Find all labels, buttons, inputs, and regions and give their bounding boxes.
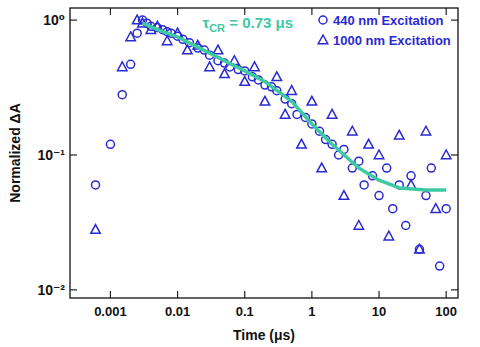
- y-tick-label: 10⁰: [43, 12, 65, 28]
- point: [421, 126, 431, 135]
- x-tick-top: [177, 8, 178, 15]
- x-tick-label: 1: [308, 304, 315, 319]
- point: [383, 164, 391, 172]
- x-tick-label: 100: [435, 304, 457, 319]
- x-tick-label: 10: [372, 304, 386, 319]
- point: [287, 86, 297, 95]
- y-tick-label: 10⁻¹: [37, 147, 65, 163]
- point: [375, 192, 383, 200]
- y-tick-right: [451, 154, 458, 155]
- point: [441, 150, 451, 159]
- point: [106, 140, 114, 148]
- point: [360, 181, 368, 189]
- point: [431, 204, 441, 213]
- y-tick: [70, 154, 77, 155]
- x-tick: [378, 291, 379, 298]
- annotation-subscript: CR: [209, 22, 225, 34]
- point: [374, 150, 384, 159]
- y-tick-right: [451, 289, 458, 290]
- point: [422, 192, 430, 200]
- point: [442, 205, 450, 213]
- point: [92, 181, 100, 189]
- point: [427, 164, 435, 172]
- point: [415, 244, 425, 253]
- point: [220, 69, 230, 78]
- point: [339, 191, 349, 200]
- point: [118, 91, 126, 99]
- point: [240, 77, 250, 86]
- point: [126, 32, 136, 41]
- x-tick-top: [446, 8, 447, 15]
- x-tick: [110, 291, 111, 298]
- point: [280, 109, 290, 118]
- x-tick: [311, 291, 312, 298]
- point: [91, 225, 101, 234]
- point: [402, 221, 410, 229]
- x-tick-label: 0.01: [165, 304, 190, 319]
- point: [272, 72, 282, 81]
- point: [162, 36, 172, 45]
- point: [394, 130, 404, 139]
- point: [297, 139, 307, 148]
- fit-line: [142, 23, 446, 190]
- point: [327, 109, 337, 118]
- point: [183, 45, 193, 54]
- x-tick: [244, 291, 245, 298]
- x-tick-label: 0.1: [236, 304, 254, 319]
- x-tick-label: 0.001: [94, 304, 127, 319]
- legend-label: 440 nm Excitation: [333, 13, 444, 28]
- point: [205, 62, 215, 71]
- point: [213, 45, 223, 54]
- x-tick-top: [110, 8, 111, 15]
- point: [307, 96, 317, 105]
- x-tick: [177, 291, 178, 298]
- point: [348, 126, 358, 135]
- x-tick-top: [311, 8, 312, 15]
- x-tick: [446, 291, 447, 298]
- point: [260, 96, 270, 105]
- point: [127, 60, 135, 68]
- y-tick: [70, 20, 77, 21]
- legend-label: 1000 nm Excitation: [333, 33, 451, 48]
- point: [384, 231, 394, 240]
- plot-frame: [70, 8, 458, 298]
- point: [118, 62, 128, 71]
- point: [364, 139, 374, 148]
- y-tick-label: 10⁻²: [37, 282, 65, 298]
- legend-marker: [319, 16, 327, 24]
- annotation: τCR = 0.73 μs: [202, 14, 293, 34]
- legend-marker: [318, 35, 328, 44]
- plot-data: [91, 15, 451, 270]
- x-axis-label: Time (μs): [233, 327, 295, 343]
- point: [354, 220, 364, 229]
- y-tick: [70, 289, 77, 290]
- point: [415, 245, 423, 253]
- y-axis-label: Normalized ΔA: [7, 103, 23, 203]
- annotation-text: = 0.73 μs: [225, 14, 293, 31]
- chart: 0.001 0.01 0.1 1 10 100 10⁻² 10⁻¹ 10⁰ Time (μs) No…: [0, 0, 480, 347]
- point: [317, 163, 327, 172]
- point: [133, 29, 141, 37]
- point: [250, 62, 259, 71]
- point: [389, 205, 397, 213]
- y-tick-right: [451, 20, 458, 21]
- point: [436, 262, 444, 270]
